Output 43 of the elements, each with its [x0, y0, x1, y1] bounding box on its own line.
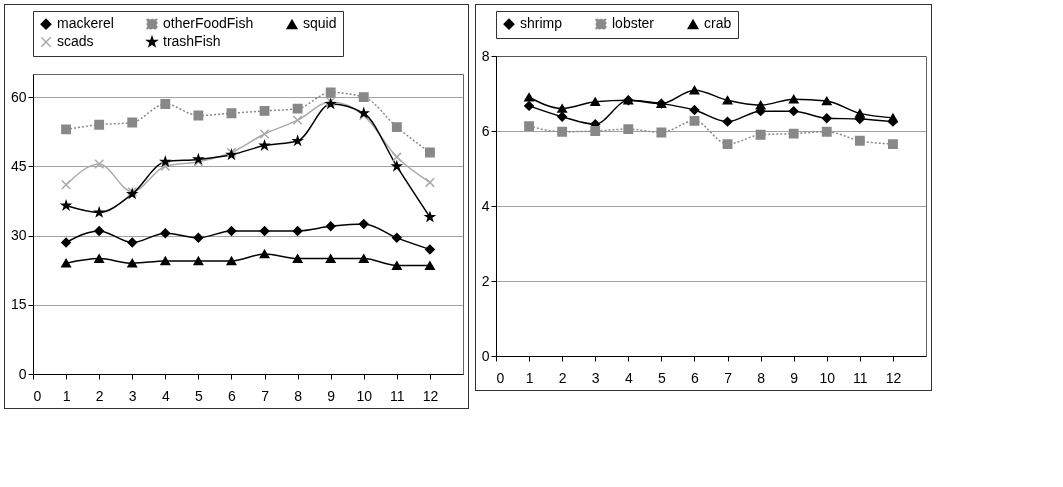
- legend-label: mackerel: [57, 15, 114, 32]
- x-tick-label: 10: [356, 387, 373, 404]
- x-tick-label: 0: [33, 387, 42, 404]
- x-tick-label: 7: [724, 369, 733, 386]
- x-tick-label: 4: [624, 369, 633, 386]
- y-tick-label: 2: [481, 272, 490, 289]
- y-tick-label: 0: [481, 347, 490, 364]
- x-tick-label: 2: [558, 369, 567, 386]
- x-tick-label: 11: [853, 369, 868, 386]
- y-tick-label: 15: [10, 296, 27, 313]
- x-tick-label: 8: [757, 369, 766, 386]
- x-tick-label: 8: [294, 387, 303, 404]
- x-tick-label: 10: [819, 369, 836, 386]
- x-tick-label: 12: [885, 369, 902, 386]
- y-tick-label: 4: [481, 197, 490, 214]
- x-tick-label: 3: [591, 369, 600, 386]
- y-tick-label: 60: [10, 88, 27, 105]
- legend-label: lobster: [612, 15, 655, 32]
- y-tick-label: 45: [10, 157, 27, 174]
- x-tick-label: 0: [496, 369, 505, 386]
- x-tick-label: 2: [95, 387, 104, 404]
- x-tick-label: 5: [194, 387, 203, 404]
- legend-label: scads: [57, 33, 94, 49]
- x-tick-label: 7: [261, 387, 270, 404]
- x-tick-label: 5: [657, 369, 666, 386]
- x-tick-label: 6: [228, 387, 237, 404]
- y-tick-label: 8: [481, 47, 490, 64]
- legend-label: otherFoodFish: [163, 15, 254, 32]
- legend-label: crab: [704, 15, 732, 32]
- x-tick-label: 9: [790, 369, 799, 386]
- x-tick-label: 3: [128, 387, 137, 404]
- y-tick-label: 6: [481, 122, 490, 139]
- x-tick-label: 1: [525, 369, 534, 386]
- legend-label: squid: [303, 15, 337, 32]
- x-tick-label: 9: [327, 387, 336, 404]
- x-tick-label: 6: [691, 369, 700, 386]
- legend-label: trashFish: [163, 33, 221, 49]
- legend-label: shrimp: [520, 15, 563, 32]
- x-tick-label: 4: [161, 387, 170, 404]
- y-tick-label: 30: [10, 227, 27, 244]
- x-tick-label: 12: [422, 387, 439, 404]
- x-tick-label: 1: [62, 387, 71, 404]
- x-tick-label: 11: [390, 387, 405, 404]
